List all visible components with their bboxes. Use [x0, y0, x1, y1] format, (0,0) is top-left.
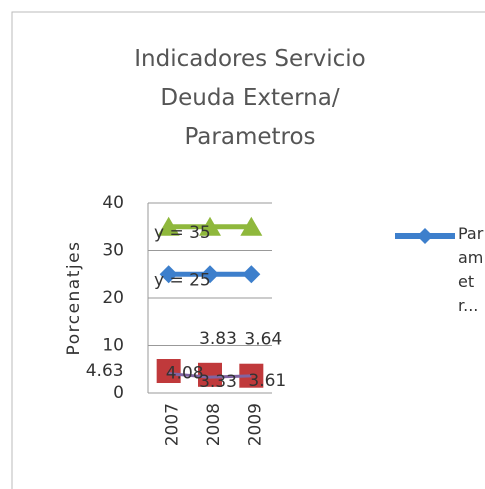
- x-tick-label: 2007: [163, 403, 183, 446]
- legend-marker: [417, 228, 433, 244]
- marker: [240, 216, 263, 236]
- marker: [157, 216, 180, 236]
- marker: [156, 359, 181, 384]
- legend-label: Parametr...: [458, 224, 484, 315]
- y-tick-label: 0: [113, 383, 124, 403]
- data-label: 3.61: [248, 371, 286, 391]
- marker: [198, 362, 222, 387]
- chart-title: Indicadores Servicio Deuda Externa/ Para…: [134, 46, 366, 150]
- y-axis-label: Porcenatjes: [64, 241, 84, 356]
- x-tick-label: 2008: [204, 403, 224, 446]
- trendline-label: y = 25: [154, 270, 211, 290]
- data-label: 4.63: [86, 361, 124, 381]
- marker: [201, 265, 219, 284]
- marker: [239, 363, 264, 388]
- data-label: 4.08: [166, 364, 204, 384]
- x-tick-label: 2009: [245, 403, 265, 446]
- y-tick-label: 30: [102, 241, 124, 261]
- data-label: 3.64: [244, 330, 282, 350]
- data-label: 3.83: [199, 329, 237, 349]
- y-tick-label: 10: [102, 336, 124, 356]
- series-line: [168, 372, 252, 379]
- marker: [159, 265, 178, 284]
- marker: [199, 216, 221, 236]
- data-label: 3.33: [199, 372, 237, 392]
- y-tick-label: 20: [102, 288, 124, 308]
- marker: [242, 265, 261, 284]
- chart-border: [11, 11, 485, 489]
- y-tick-label: 40: [102, 193, 124, 213]
- trendline-label: y = 35: [154, 223, 211, 243]
